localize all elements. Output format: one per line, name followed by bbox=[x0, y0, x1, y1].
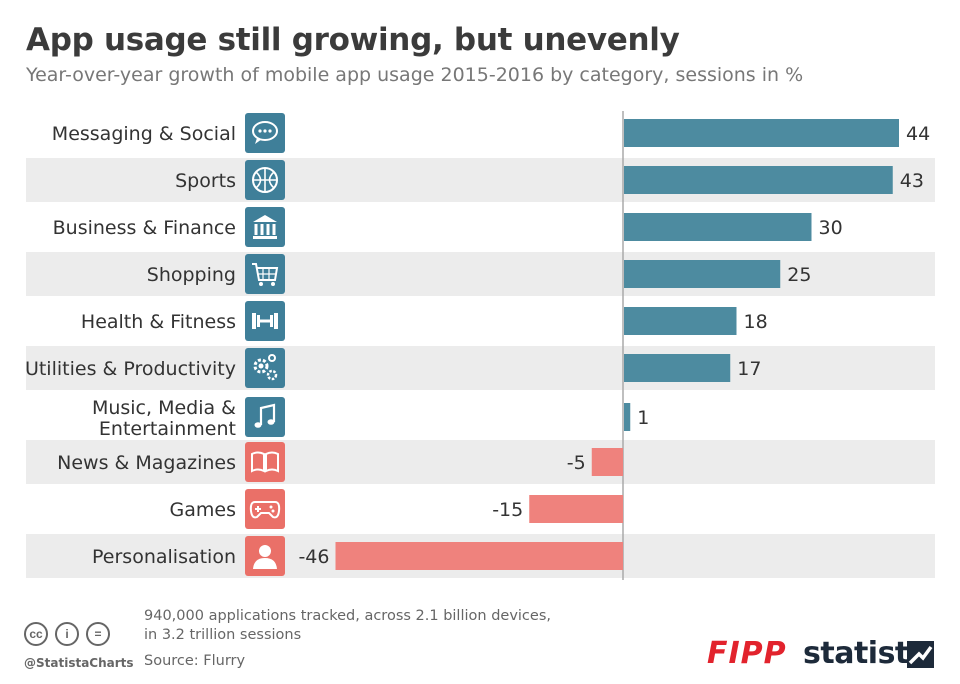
bar bbox=[624, 354, 731, 382]
open-book-icon bbox=[245, 442, 285, 482]
bar bbox=[591, 448, 623, 476]
chart-subtitle: Year-over-year growth of mobile app usag… bbox=[26, 64, 804, 86]
person-icon bbox=[245, 536, 285, 576]
value-label: 44 bbox=[906, 123, 930, 145]
value-label: -46 bbox=[298, 546, 329, 568]
category-label: News & Magazines bbox=[57, 452, 236, 474]
footer-note-line-1: 940,000 applications tracked, across 2.1… bbox=[144, 608, 551, 624]
basketball-icon bbox=[245, 160, 285, 200]
category-label: Business & Finance bbox=[53, 217, 236, 239]
category-label: Utilities & Productivity bbox=[25, 358, 236, 380]
bar bbox=[624, 119, 899, 147]
statista-logo-icon bbox=[907, 641, 934, 668]
bar bbox=[624, 260, 781, 288]
category-label: Sports bbox=[175, 170, 236, 192]
gamepad-icon bbox=[245, 489, 285, 529]
speech-bubble-icon bbox=[245, 113, 285, 153]
value-label: 43 bbox=[900, 170, 924, 192]
fipp-logo[interactable]: FIPP bbox=[707, 636, 787, 671]
attribution-icon: i bbox=[55, 622, 79, 646]
value-label: 1 bbox=[637, 407, 649, 429]
value-label: -5 bbox=[567, 452, 586, 474]
category-label: Shopping bbox=[147, 264, 236, 286]
value-label: 25 bbox=[787, 264, 811, 286]
footer-note: 940,000 applications tracked, across 2.1… bbox=[144, 607, 551, 645]
value-label: 17 bbox=[737, 358, 761, 380]
category-label: Health & Fitness bbox=[81, 311, 236, 333]
bar bbox=[624, 403, 631, 431]
bar-chart: Messaging & Social 44 Sports 43 Business & F… bbox=[25, 111, 935, 580]
music-note-icon bbox=[245, 397, 285, 437]
value-label: -15 bbox=[492, 499, 523, 521]
footer-note-line-2: in 3.2 trillion sessions bbox=[144, 627, 302, 643]
value-label: 18 bbox=[744, 311, 768, 333]
source-note: Source: Flurry bbox=[144, 653, 246, 669]
bar bbox=[624, 213, 812, 241]
row-stripe bbox=[26, 440, 935, 484]
gears-icon bbox=[245, 348, 285, 388]
license-icons: cc i = bbox=[24, 622, 117, 646]
shopping-cart-icon bbox=[245, 254, 285, 294]
dumbbell-icon bbox=[245, 301, 285, 341]
category-label: Messaging & Social bbox=[52, 123, 236, 145]
bar bbox=[624, 166, 893, 194]
category-label: Games bbox=[170, 499, 236, 521]
bar bbox=[529, 495, 623, 523]
twitter-handle: @StatistaCharts bbox=[24, 656, 134, 670]
row-stripe bbox=[26, 252, 935, 296]
bank-icon bbox=[245, 207, 285, 247]
value-label: 30 bbox=[819, 217, 843, 239]
category-label: Personalisation bbox=[92, 546, 236, 568]
bar bbox=[624, 307, 737, 335]
creative-commons-icon: cc bbox=[24, 622, 48, 646]
bar bbox=[335, 542, 623, 570]
row-stripe bbox=[26, 346, 935, 390]
no-derivatives-icon: = bbox=[86, 622, 110, 646]
category-label: Music, Media & Entertainment bbox=[92, 397, 236, 440]
chart-title: App usage still growing, but unevenly bbox=[26, 22, 680, 58]
